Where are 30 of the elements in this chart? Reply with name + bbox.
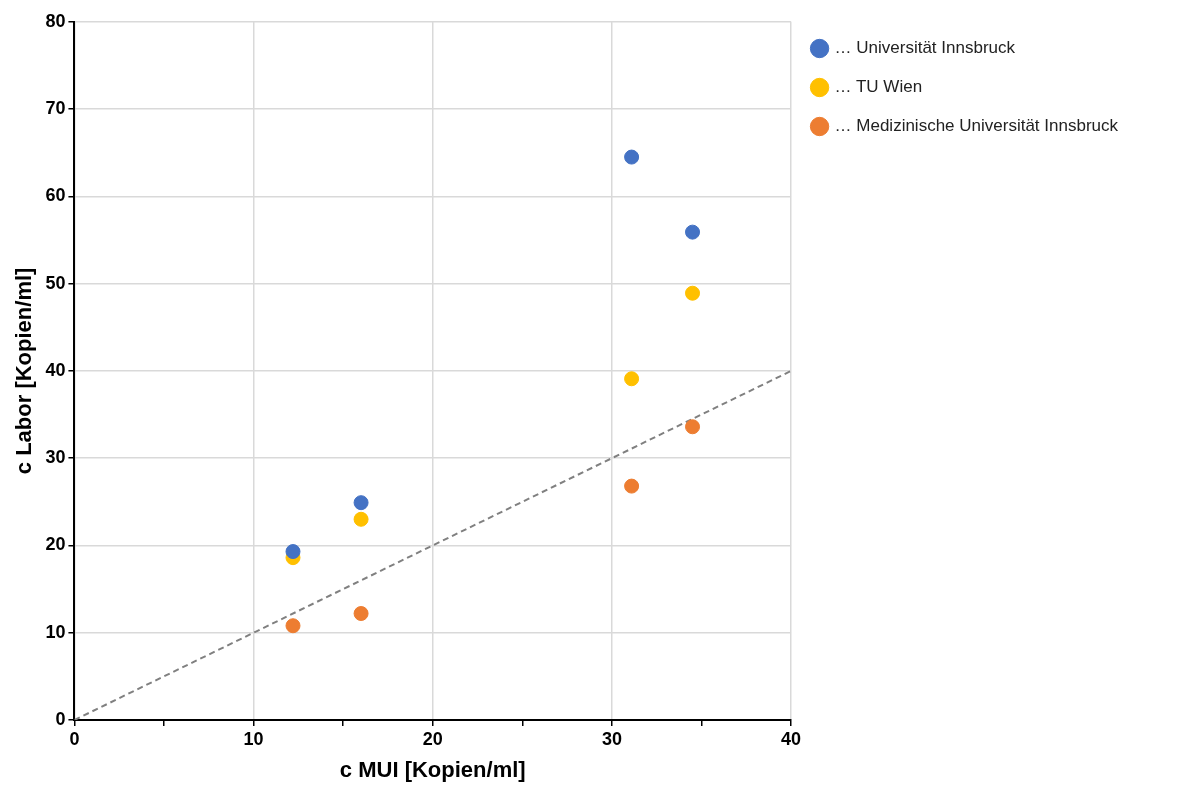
y-tick-label: 10 xyxy=(45,621,66,642)
legend-label: … Medizinische Universität Innsbruck xyxy=(834,116,1119,136)
y-tick-label: 30 xyxy=(45,447,66,468)
x-axis-title: c MUI [Kopien/ml] xyxy=(339,756,526,782)
point xyxy=(624,149,640,165)
point xyxy=(624,371,640,387)
y-tick-label: 60 xyxy=(45,185,66,206)
point xyxy=(685,419,701,435)
y-tick-label: 40 xyxy=(45,359,66,380)
x-tick-label: 40 xyxy=(781,728,802,749)
point xyxy=(685,224,701,240)
point xyxy=(285,544,301,560)
y-tick-label: 0 xyxy=(55,708,66,729)
x-tick-label: 20 xyxy=(422,728,443,749)
legend-label: … Universität Innsbruck xyxy=(834,38,1016,58)
point xyxy=(624,478,640,494)
y-tick-label: 80 xyxy=(45,10,66,31)
y-tick-label: 50 xyxy=(45,272,66,293)
point xyxy=(353,606,369,622)
y-tick-label: 70 xyxy=(45,98,66,119)
legend-label: … TU Wien xyxy=(834,77,923,97)
point xyxy=(353,511,369,527)
point xyxy=(685,285,701,301)
point xyxy=(285,618,301,634)
x-tick-label: 10 xyxy=(243,728,264,749)
x-tick-label: 30 xyxy=(601,728,622,749)
x-tick-label: 0 xyxy=(69,728,80,749)
y-axis-title: c Labor [Kopien/ml] xyxy=(11,267,37,475)
point xyxy=(353,495,369,511)
y-tick-label: 20 xyxy=(45,534,66,555)
